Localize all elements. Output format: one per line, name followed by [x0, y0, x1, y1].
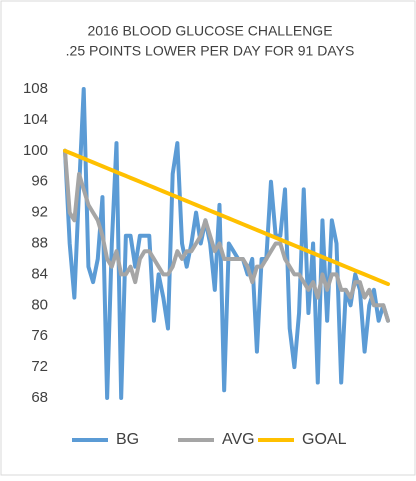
y-tick-label: 92	[31, 204, 48, 221]
legend-label: GOAL	[302, 431, 347, 448]
y-tick-label: 76	[31, 327, 48, 344]
line-series	[63, 148, 390, 323]
legend-label: AVG	[222, 431, 255, 448]
line-series	[63, 148, 390, 287]
y-tick-label: 104	[23, 111, 48, 128]
y-tick-label: 108	[23, 80, 48, 97]
y-tick-label: 96	[31, 173, 48, 190]
y-tick-label: 68	[31, 389, 48, 406]
chart-subtitle: .25 POINTS LOWER PER DAY FOR 91 DAYS	[66, 43, 355, 59]
y-tick-label: 84	[31, 265, 48, 282]
y-tick-label: 80	[31, 296, 48, 313]
legend-label: BG	[116, 431, 139, 448]
chart-title: 2016 BLOOD GLUCOSE CHALLENGE	[87, 23, 332, 39]
y-tick-label: 88	[31, 234, 48, 251]
y-tick-label: 100	[23, 142, 48, 159]
y-tick-label: 72	[31, 358, 48, 375]
